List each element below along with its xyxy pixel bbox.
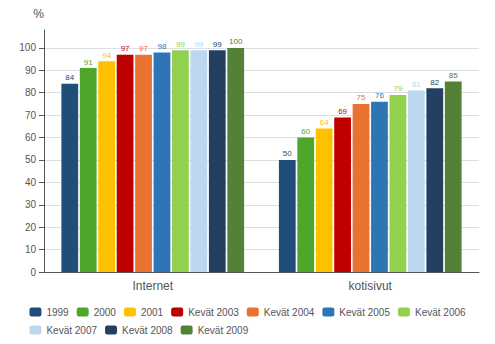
svg-text:2001: 2001 xyxy=(141,307,164,318)
svg-text:10: 10 xyxy=(25,244,37,255)
svg-text:82: 82 xyxy=(430,78,439,87)
svg-text:100: 100 xyxy=(229,37,243,46)
svg-text:Internet: Internet xyxy=(132,279,173,293)
svg-text:79: 79 xyxy=(393,84,402,93)
svg-text:97: 97 xyxy=(121,44,130,53)
svg-text:94: 94 xyxy=(102,51,111,60)
svg-text:Kevät 2008: Kevät 2008 xyxy=(122,325,173,336)
svg-text:75: 75 xyxy=(357,93,366,102)
svg-text:90: 90 xyxy=(25,65,37,76)
svg-text:70: 70 xyxy=(25,110,37,121)
svg-text:2000: 2000 xyxy=(94,307,117,318)
svg-text:1999: 1999 xyxy=(46,307,69,318)
svg-text:84: 84 xyxy=(65,73,74,82)
svg-text:99: 99 xyxy=(194,40,203,49)
svg-text:20: 20 xyxy=(25,222,37,233)
svg-text:80: 80 xyxy=(25,87,37,98)
svg-text:Kevät 2007: Kevät 2007 xyxy=(46,325,97,336)
svg-text:Kevät 2006: Kevät 2006 xyxy=(415,307,466,318)
svg-text:91: 91 xyxy=(84,58,93,67)
svg-text:99: 99 xyxy=(176,40,185,49)
svg-text:69: 69 xyxy=(338,107,347,116)
svg-text:0: 0 xyxy=(30,267,36,278)
svg-text:30: 30 xyxy=(25,199,37,210)
svg-text:81: 81 xyxy=(412,80,421,89)
svg-text:Kevät 2004: Kevät 2004 xyxy=(264,307,315,318)
svg-text:Kevät 2003: Kevät 2003 xyxy=(188,307,239,318)
svg-text:Kevät 2005: Kevät 2005 xyxy=(339,307,390,318)
svg-text:60: 60 xyxy=(301,127,310,136)
svg-text:60: 60 xyxy=(25,132,37,143)
svg-text:50: 50 xyxy=(283,149,292,158)
svg-text:99: 99 xyxy=(213,40,222,49)
svg-text:Kevät 2009: Kevät 2009 xyxy=(198,325,249,336)
svg-text:76: 76 xyxy=(375,91,384,100)
svg-text:kotisivut: kotisivut xyxy=(349,279,393,293)
svg-text:64: 64 xyxy=(320,118,329,127)
svg-text:40: 40 xyxy=(25,177,37,188)
svg-text:%: % xyxy=(33,7,44,21)
svg-text:98: 98 xyxy=(158,42,167,51)
svg-text:97: 97 xyxy=(139,44,148,53)
svg-text:85: 85 xyxy=(449,71,458,80)
svg-text:100: 100 xyxy=(19,42,36,53)
svg-text:50: 50 xyxy=(25,154,37,165)
